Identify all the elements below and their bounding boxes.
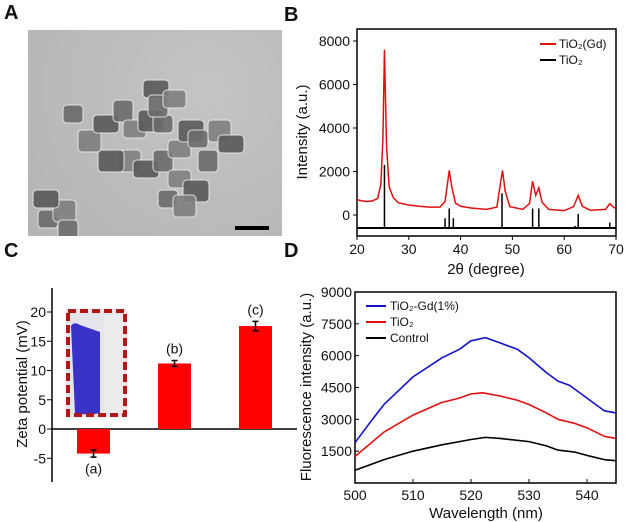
nanoparticles bbox=[32, 79, 245, 236]
panel-label-c: C bbox=[4, 240, 19, 262]
panel-label-b: B bbox=[284, 4, 299, 26]
series-line bbox=[354, 392, 617, 458]
bar-label: (c) bbox=[247, 301, 263, 317]
nanoparticle bbox=[162, 89, 187, 109]
panel-label-a: A bbox=[4, 2, 19, 24]
y-tick-label: 15 bbox=[30, 333, 46, 349]
series-line bbox=[354, 436, 617, 472]
bar bbox=[158, 363, 191, 429]
y-tick-label: 0 bbox=[38, 421, 46, 437]
legend-label: TiO₂ bbox=[559, 53, 583, 67]
y-tick-label: 6000 bbox=[321, 348, 352, 364]
nanoparticle bbox=[97, 149, 125, 173]
y-tick-label: 5 bbox=[38, 392, 46, 408]
error-bar bbox=[90, 449, 97, 458]
panel-label-d: D bbox=[284, 240, 299, 262]
legend-label: TiO₂(Gd) bbox=[559, 37, 607, 51]
inset-vial-photo bbox=[66, 309, 127, 417]
legend-label: TiO₂-Gd(1%) bbox=[390, 299, 459, 313]
x-tick-label: 530 bbox=[517, 487, 541, 503]
y-tick-label: 4500 bbox=[321, 380, 352, 396]
nanoparticle bbox=[77, 129, 102, 153]
nanoparticle bbox=[217, 134, 245, 154]
x-tick-label: 510 bbox=[401, 487, 425, 503]
plot-frame-b bbox=[356, 28, 617, 237]
y-axis-label: Intensity (a.u.) bbox=[294, 84, 311, 179]
error-bar bbox=[171, 359, 178, 368]
x-axis-label: 2θ (degree) bbox=[447, 261, 525, 278]
series-line-tio2-gd bbox=[356, 49, 617, 212]
x-tick-label: 50 bbox=[505, 241, 521, 257]
tem-image bbox=[28, 30, 282, 236]
y-tick-label: 8000 bbox=[319, 33, 350, 49]
nanoparticle bbox=[92, 114, 120, 134]
vial-clear bbox=[104, 315, 124, 413]
x-tick-label: 40 bbox=[453, 241, 469, 257]
y-tick-label: 4000 bbox=[319, 120, 350, 136]
legend-label: Control bbox=[390, 331, 429, 345]
nanoparticle bbox=[32, 189, 60, 209]
legend-label: TiO₂ bbox=[390, 315, 414, 329]
y-tick-label: 1500 bbox=[321, 443, 352, 459]
nanoparticle bbox=[62, 104, 84, 124]
y-axis-label: Fluorescence intensity (a.u.) bbox=[298, 293, 315, 481]
bar bbox=[239, 326, 272, 429]
y-tick-label: 7500 bbox=[321, 316, 352, 332]
y-tick-label: 3000 bbox=[321, 411, 352, 427]
x-tick-label: 30 bbox=[401, 241, 417, 257]
y-axis-label: Zeta potential (mV) bbox=[14, 320, 31, 448]
error-bar bbox=[252, 320, 259, 332]
y-tick-label: 0 bbox=[342, 207, 350, 223]
x-tick-label: 70 bbox=[608, 241, 624, 257]
y-tick-label: -5 bbox=[34, 450, 47, 466]
nanoparticle bbox=[57, 219, 79, 236]
x-tick-label: 20 bbox=[349, 241, 365, 257]
x-axis-label: Wavelength (nm) bbox=[429, 505, 543, 522]
x-tick-label: 500 bbox=[343, 487, 367, 503]
x-tick-label: 520 bbox=[459, 487, 483, 503]
y-tick-label: 20 bbox=[30, 304, 46, 320]
y-tick-label: 2000 bbox=[319, 164, 350, 180]
vial-blue-solution bbox=[71, 323, 100, 415]
nanoparticle bbox=[172, 194, 197, 218]
y-tick-label: 9000 bbox=[321, 284, 352, 300]
nanoparticle bbox=[197, 149, 219, 173]
scale-bar bbox=[235, 226, 269, 230]
y-tick-label: 10 bbox=[30, 363, 46, 379]
bar-label: (b) bbox=[166, 341, 183, 357]
series-line bbox=[354, 336, 617, 444]
bar-label: (a) bbox=[85, 461, 102, 477]
inset-dashed-border bbox=[66, 309, 127, 417]
y-tick-label: 6000 bbox=[319, 77, 350, 93]
x-tick-label: 60 bbox=[556, 241, 572, 257]
x-tick-label: 540 bbox=[575, 487, 599, 503]
